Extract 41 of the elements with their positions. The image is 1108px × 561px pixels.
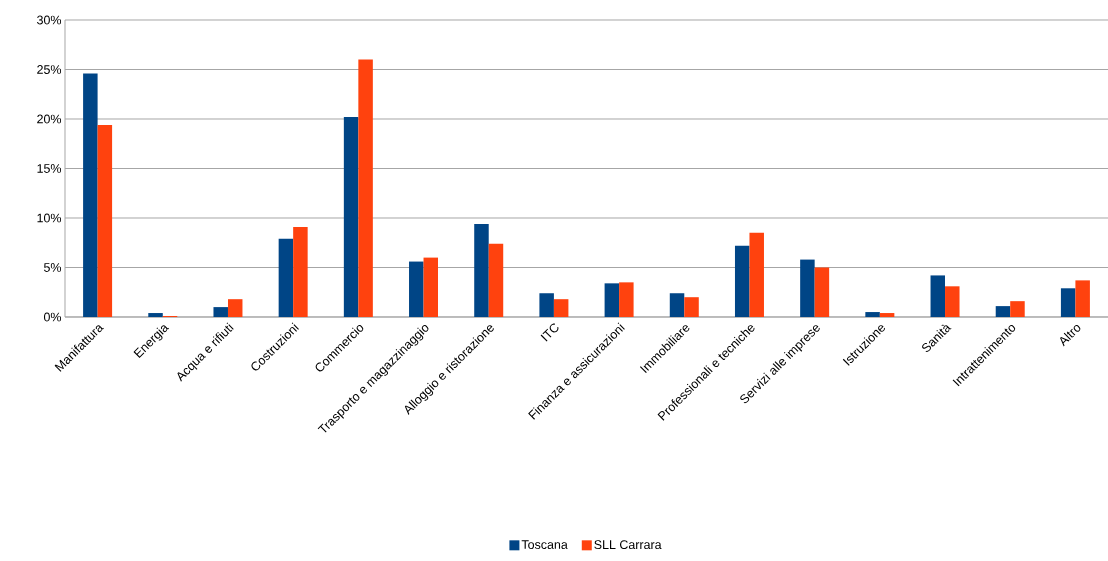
bar: [749, 232, 764, 317]
x-tick-label: ITC: [540, 323, 559, 342]
bar: [553, 299, 569, 317]
bar: [930, 275, 946, 317]
bar: [684, 297, 699, 317]
bar: [213, 307, 228, 317]
bar: [879, 313, 895, 317]
bar: [619, 282, 634, 317]
bar: [97, 124, 113, 317]
bar: [604, 283, 620, 317]
bar: [474, 223, 489, 317]
bar: [358, 59, 373, 317]
bar: [945, 286, 960, 317]
bar: [865, 312, 880, 317]
bar: [1060, 288, 1076, 317]
y-tick-label: 25%: [37, 65, 62, 74]
bar: [669, 293, 685, 317]
y-tick-label: 10%: [37, 213, 62, 223]
bar: [734, 245, 750, 317]
y-tick-label: 30%: [37, 15, 62, 25]
bar: [814, 267, 830, 317]
bar: [409, 261, 424, 317]
y-tick-label: 5%: [43, 263, 62, 272]
bar: [1075, 280, 1090, 317]
legend-label: SLL Carrara: [594, 540, 662, 550]
bar: [995, 306, 1011, 317]
bar: [148, 313, 163, 317]
bar: [278, 238, 294, 317]
bar: [83, 73, 98, 317]
y-tick-label: 15%: [37, 164, 62, 173]
bar: [800, 259, 815, 317]
bar: [227, 299, 243, 317]
bar: [488, 243, 504, 317]
bar: [423, 257, 439, 317]
y-tick-label: 0%: [43, 312, 62, 322]
legend-label: Toscana: [521, 540, 568, 549]
bar: [293, 226, 308, 317]
bar: [343, 117, 359, 317]
bar: [539, 293, 554, 317]
y-tick-label: 20%: [37, 114, 62, 124]
bar: [1010, 301, 1025, 317]
